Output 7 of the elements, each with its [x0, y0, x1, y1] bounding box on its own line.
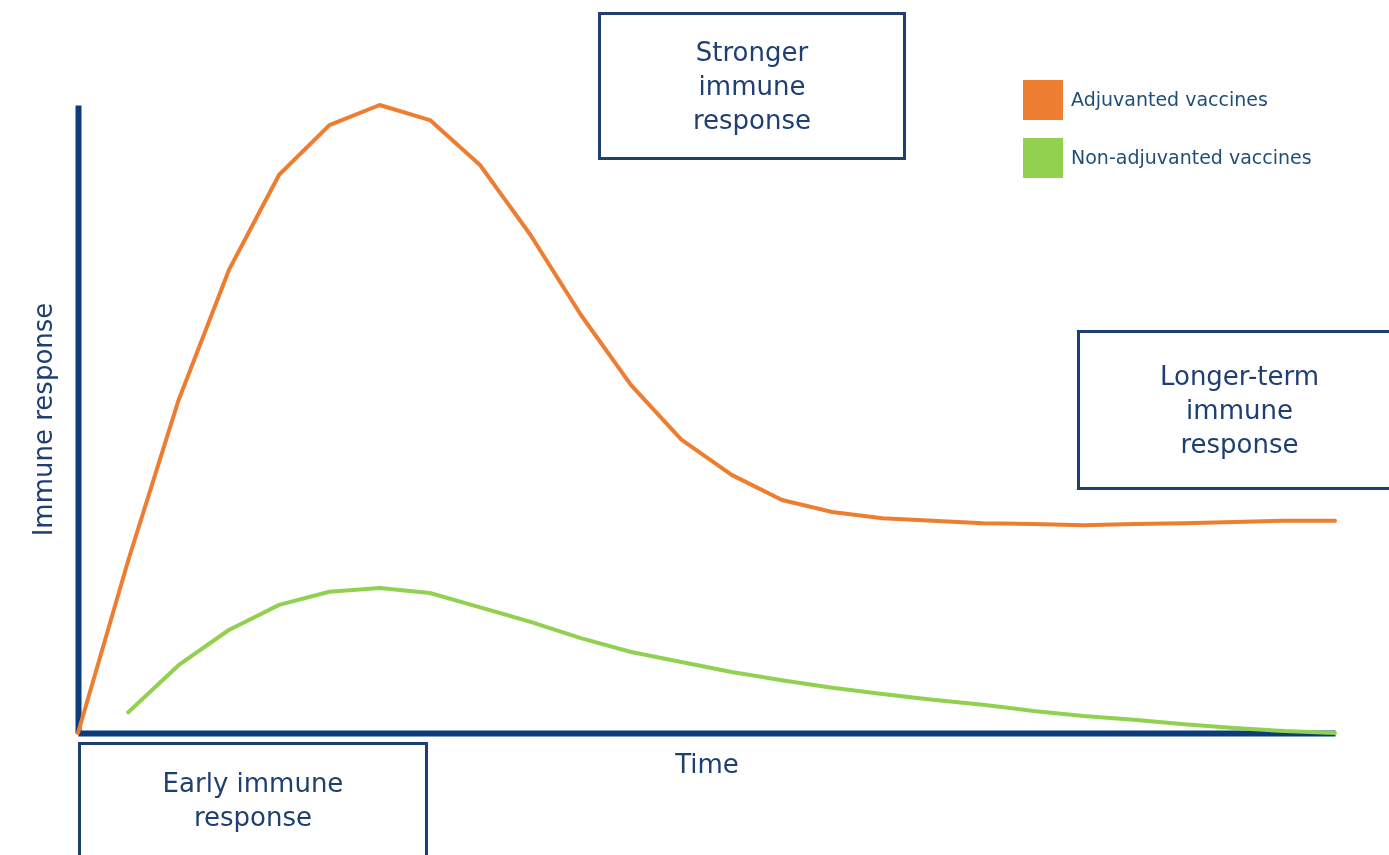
legend-label: Non-adjuvanted vaccines	[1071, 146, 1312, 168]
text-box: Longer-term immune response	[1077, 330, 1389, 490]
legend-label: Adjuvanted vaccines	[1071, 88, 1268, 110]
y-axis-title: Immune response	[27, 302, 58, 537]
text-box: Early immune response	[78, 742, 428, 855]
text-box: Stronger immune response	[598, 12, 906, 160]
x-axis-title: Time	[674, 748, 739, 779]
